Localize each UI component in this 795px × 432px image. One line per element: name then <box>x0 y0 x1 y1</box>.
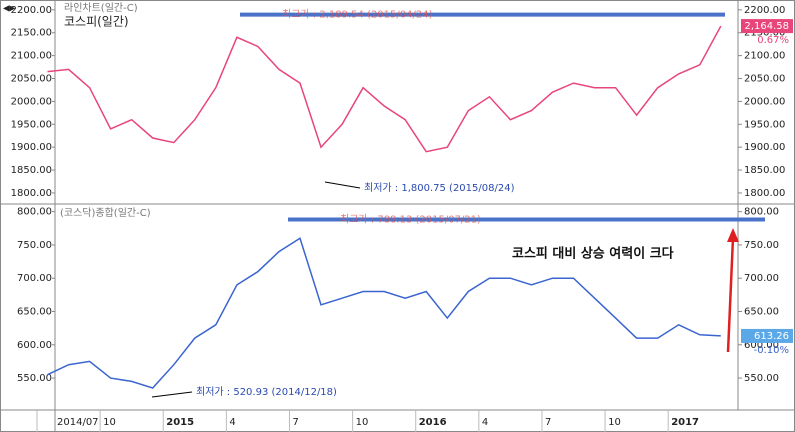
y-tick-label: 750.00 <box>17 240 52 251</box>
last-value-badge <box>741 328 793 343</box>
x-tick-label: 2016 <box>419 417 447 428</box>
line <box>47 25 722 153</box>
x-tick-label: 7 <box>292 417 298 428</box>
y-tick-label: 2150.00 <box>11 28 52 39</box>
x-tick-label: 10 <box>356 417 369 428</box>
y2-tick-label: 2050.00 <box>744 74 785 85</box>
arrow <box>726 237 735 353</box>
x-tick-label: 10 <box>608 417 621 428</box>
x-tick-label: 2014/07 <box>57 417 99 428</box>
x-tick-label: 7 <box>545 417 551 428</box>
y-tick-label: 1800.00 <box>11 188 52 199</box>
y-tick-label: 1950.00 <box>11 119 52 130</box>
arrow-head <box>727 228 739 242</box>
y2-tick-label: 550.00 <box>744 373 779 384</box>
y2-tick-label: 1900.00 <box>744 142 785 153</box>
y2-tick-label: 1950.00 <box>744 119 785 130</box>
y2-tick-label: 650.00 <box>744 306 779 317</box>
y2-tick-label: 2150.00 <box>744 28 785 39</box>
x-tick-label: 4 <box>482 417 488 428</box>
y-tick-label: 2050.00 <box>11 74 52 85</box>
last-value-label: 613.26 <box>754 331 789 342</box>
chart-title: 라인차트(일간-C) <box>64 2 138 14</box>
change-label: 0.67% <box>757 35 789 46</box>
last-value-label: 2,164.58 <box>744 21 789 32</box>
nav-icon[interactable]: ◀▶ <box>3 4 16 13</box>
y-tick-label: 600.00 <box>17 340 52 351</box>
y-tick-label: 700.00 <box>17 273 52 284</box>
y2-tick-label: 800.00 <box>744 207 779 218</box>
y-tick-label: 800.00 <box>17 207 52 218</box>
y-tick-label: 1900.00 <box>11 142 52 153</box>
min-label: 최저가 : 520.93 (2014/12/18) <box>196 386 337 398</box>
x-tick-label: 2015 <box>166 417 194 428</box>
y-tick-label: 2000.00 <box>11 96 52 107</box>
min-label: 최저가 : 1,800.75 (2015/08/24) <box>364 182 515 194</box>
min-arrow <box>324 181 361 189</box>
y2-tick-label: 2100.00 <box>744 51 785 62</box>
y2-tick-label: 700.00 <box>744 273 779 284</box>
y2-tick-label: 1800.00 <box>744 188 785 199</box>
legend-entry: 코스피(일간) <box>64 15 129 29</box>
x-tick-label: 4 <box>229 417 235 428</box>
max-label: 최고가 : 788.13 (2015/07/21) <box>340 214 481 226</box>
max-label: 최고가 : 2,189.54 (2015/04/24) <box>282 9 433 21</box>
y2-tick-label: 2200.00 <box>744 5 785 16</box>
x-tick-label: 2017 <box>671 417 699 428</box>
y2-tick-label: 2000.00 <box>744 96 785 107</box>
y-tick-label: 650.00 <box>17 306 52 317</box>
y-tick-label: 1850.00 <box>11 165 52 176</box>
min-arrow <box>151 391 193 398</box>
annotation: 코스피 대비 상승 여력이 크다 <box>512 246 674 262</box>
y2-tick-label: 600.00 <box>744 340 779 351</box>
last-value-badge <box>741 19 793 34</box>
line <box>47 237 721 389</box>
y-tick-label: 550.00 <box>17 373 52 384</box>
y2-tick-label: 750.00 <box>744 240 779 251</box>
y-tick-label: 2100.00 <box>11 51 52 62</box>
legend-entry: (코스닥)종합(일간-C) <box>60 207 151 219</box>
change-label: -0.10% <box>754 345 789 356</box>
y2-tick-label: 1850.00 <box>744 165 785 176</box>
x-tick-label: 10 <box>103 417 116 428</box>
y-tick-label: 2200.00 <box>11 5 52 16</box>
